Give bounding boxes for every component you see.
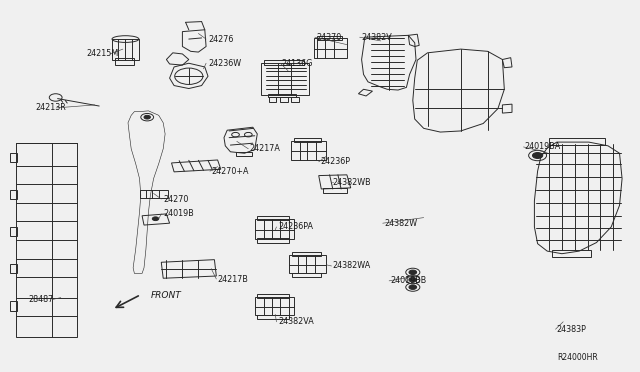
Bar — [552, 250, 591, 257]
Text: R24000HR: R24000HR — [557, 353, 598, 362]
Bar — [289, 255, 326, 273]
Text: 24213R: 24213R — [35, 103, 66, 112]
Bar — [261, 63, 309, 95]
Bar — [549, 138, 605, 145]
Bar — [257, 216, 289, 220]
Circle shape — [409, 270, 417, 275]
Bar — [323, 188, 347, 193]
Bar — [257, 315, 289, 319]
Circle shape — [144, 115, 150, 119]
Bar — [115, 58, 134, 65]
Bar — [257, 294, 289, 298]
Text: 24236W: 24236W — [208, 59, 241, 68]
Bar — [140, 190, 168, 198]
Text: 24382WB: 24382WB — [333, 178, 371, 187]
Bar — [257, 238, 289, 243]
Bar — [268, 94, 296, 97]
Text: 24215M: 24215M — [86, 49, 118, 58]
Bar — [294, 138, 321, 142]
Text: 24270: 24270 — [163, 195, 189, 203]
Text: 24382V: 24382V — [362, 33, 392, 42]
Bar — [269, 97, 276, 102]
Bar — [292, 273, 321, 277]
Text: 24236PA: 24236PA — [278, 222, 314, 231]
Bar — [236, 152, 252, 156]
Bar — [255, 219, 294, 239]
Text: 24217B: 24217B — [218, 275, 248, 283]
Bar — [112, 39, 139, 60]
Bar — [10, 264, 17, 273]
Bar — [10, 190, 17, 199]
Text: 24270+A: 24270+A — [211, 167, 249, 176]
Text: 24217A: 24217A — [250, 144, 280, 153]
Text: 24236P: 24236P — [320, 157, 350, 166]
Bar — [10, 301, 17, 311]
Text: 24382W: 24382W — [384, 219, 417, 228]
Circle shape — [152, 217, 159, 221]
Text: 24276: 24276 — [208, 35, 234, 44]
Text: 24019B: 24019B — [163, 209, 194, 218]
Text: 24370: 24370 — [317, 33, 342, 42]
Text: 24019BA: 24019BA — [525, 142, 561, 151]
Text: 24019BB: 24019BB — [390, 276, 427, 285]
Text: 24136G: 24136G — [282, 59, 313, 68]
Bar — [317, 36, 342, 40]
Bar — [255, 297, 294, 315]
Bar — [10, 227, 17, 236]
Bar — [280, 97, 288, 102]
Bar — [10, 153, 17, 162]
Bar — [314, 38, 347, 58]
Circle shape — [532, 153, 543, 158]
Text: 24382WA: 24382WA — [333, 262, 371, 270]
Circle shape — [409, 285, 417, 289]
Circle shape — [409, 278, 417, 282]
Text: 28487: 28487 — [29, 295, 54, 304]
Bar — [264, 60, 304, 65]
Text: 24383P: 24383P — [557, 325, 587, 334]
Bar — [291, 97, 299, 102]
Text: 24382VA: 24382VA — [278, 317, 314, 326]
Bar — [16, 143, 77, 337]
Text: FRONT: FRONT — [150, 291, 181, 300]
Bar — [291, 141, 326, 160]
Bar — [292, 252, 321, 256]
